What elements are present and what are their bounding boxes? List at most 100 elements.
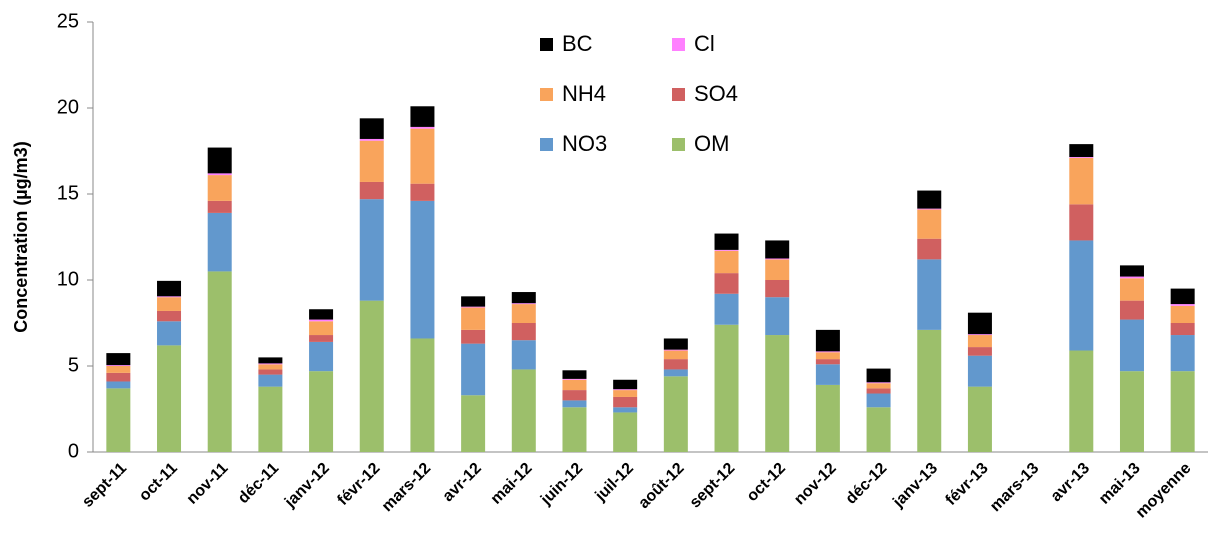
bar-segment: [765, 259, 790, 280]
bar-segment: [410, 183, 435, 201]
bar-segment: [207, 173, 232, 176]
bar-segment: [663, 338, 688, 350]
legend-swatch: [540, 38, 553, 51]
bar-segment: [765, 258, 790, 260]
bar-segment: [967, 347, 992, 356]
y-axis-title: Concentration (µg/m3): [11, 141, 31, 332]
x-tick-label: oct-11: [136, 460, 181, 505]
bar-segment: [1119, 265, 1144, 277]
bar-segment: [258, 357, 283, 364]
bar-segment: [309, 341, 334, 372]
y-tick-label: 20: [57, 96, 79, 118]
bar-segment: [258, 386, 283, 452]
bar-segment: [461, 307, 486, 330]
bar-segment: [461, 306, 486, 308]
bar-segment: [967, 355, 992, 387]
bar-segment: [815, 364, 840, 385]
x-tick-label: avr-13: [1048, 460, 1093, 505]
bar-segment: [410, 338, 435, 452]
bar-segment: [562, 407, 587, 452]
legend-label: BC: [562, 31, 593, 56]
bar-segment: [866, 393, 891, 408]
bar-segment: [258, 364, 283, 370]
bar-segment: [511, 292, 536, 304]
bar-segment: [714, 250, 739, 274]
bar-segment: [106, 388, 131, 452]
bar-segment: [207, 271, 232, 452]
bar-segment: [714, 273, 739, 294]
bar-segment: [663, 369, 688, 377]
x-tick-label: mars-12: [379, 460, 435, 516]
bar-segment: [1119, 276, 1144, 279]
bar-segment: [613, 389, 638, 391]
bar-segment: [765, 335, 790, 452]
bar-segment: [917, 259, 942, 330]
bar-segment: [106, 365, 131, 366]
bar-segment: [207, 200, 232, 213]
bar-segment: [207, 175, 232, 201]
legend-label: Cl: [694, 31, 715, 56]
bar-segment: [157, 310, 182, 322]
x-tick-label: oct-12: [744, 460, 789, 505]
y-tick-label: 15: [57, 182, 79, 204]
y-tick-label: 25: [57, 10, 79, 32]
bar-segment: [613, 412, 638, 452]
bar-segment: [461, 296, 486, 307]
bar-segment: [258, 369, 283, 375]
bar-segment: [1170, 323, 1195, 336]
bar-segment: [309, 321, 334, 336]
bar-segment: [461, 329, 486, 344]
x-tick-label: sept-11: [79, 460, 130, 511]
bar-segment: [562, 378, 587, 380]
bar-segment: [613, 379, 638, 390]
bar-segment: [207, 212, 232, 272]
bar-segment: [106, 353, 131, 366]
bar-segment: [613, 396, 638, 408]
bar-segment: [207, 147, 232, 174]
bar-segment: [157, 297, 182, 311]
bar-segment: [714, 324, 739, 452]
bar-segment: [815, 351, 840, 353]
y-tick-label: 5: [68, 354, 79, 376]
x-tick-label: sept-12: [687, 460, 739, 512]
bar-segment: [967, 335, 992, 348]
x-tick-label: déc-11: [235, 460, 282, 507]
bar-segment: [1069, 157, 1094, 205]
x-tick-label: mai-13: [1096, 460, 1144, 508]
bar-segment: [917, 329, 942, 452]
bar-segment: [866, 382, 891, 384]
bar-segment: [562, 379, 587, 391]
x-tick-label: avr-12: [440, 460, 485, 505]
legend-label: NO3: [562, 131, 607, 156]
legend-swatch: [672, 88, 685, 101]
bar-segment: [815, 329, 840, 352]
x-tick-label: nov-12: [791, 460, 840, 509]
bar-segment: [714, 249, 739, 251]
bar-segment: [106, 366, 131, 373]
x-tick-label: juil-12: [592, 460, 638, 506]
bar-segment: [815, 359, 840, 365]
bar-segment: [866, 388, 891, 394]
bar-segment: [917, 190, 942, 209]
bar-segment: [562, 390, 587, 401]
bar-segment: [359, 118, 384, 139]
bar-segment: [967, 312, 992, 335]
bar-segment: [562, 370, 587, 379]
x-tick-label: août-12: [635, 460, 687, 512]
bar-segment: [967, 386, 992, 452]
bar-segment: [1069, 144, 1094, 158]
bar-segment: [258, 363, 283, 365]
bar-segment: [714, 233, 739, 250]
bar-segment: [309, 309, 334, 320]
bar-segment: [815, 384, 840, 452]
bar-segment: [511, 303, 536, 305]
bar-segment: [1119, 300, 1144, 320]
bar-segment: [815, 352, 840, 360]
x-tick-label: févr-13: [943, 460, 992, 509]
bar-segment: [1170, 371, 1195, 452]
bar-segment: [309, 319, 334, 322]
bar-segment: [309, 371, 334, 452]
bar-segment: [1119, 319, 1144, 372]
legend-swatch: [672, 38, 685, 51]
